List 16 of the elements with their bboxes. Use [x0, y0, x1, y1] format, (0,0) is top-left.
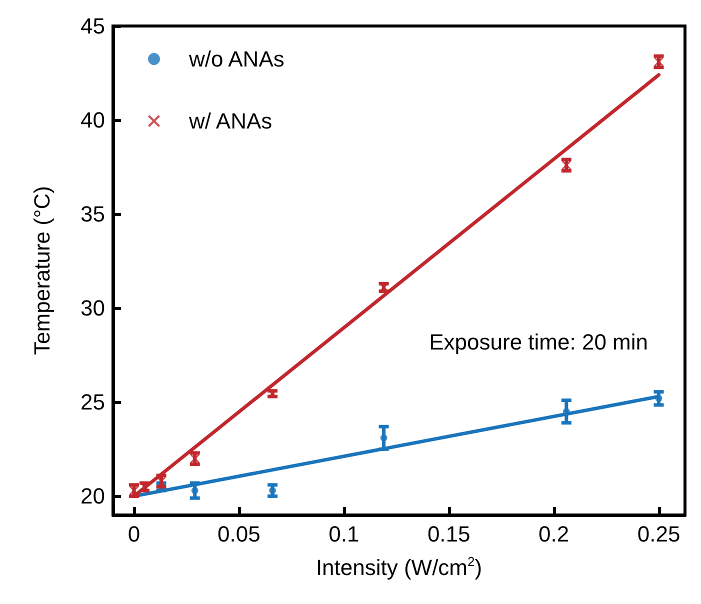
x-tick-label: 0.25 — [637, 522, 680, 546]
y-tick-label: 35 — [80, 202, 105, 227]
legend-label: w/o ANAs — [188, 46, 284, 72]
x-tick-label: 0.1 — [328, 522, 360, 546]
x-tick-label: 0.2 — [538, 522, 570, 546]
y-tick-label: 25 — [80, 390, 105, 415]
legend-label: w/ ANAs — [188, 108, 272, 134]
x-tick-label: 0.15 — [427, 522, 470, 546]
y-tick-label: 40 — [80, 108, 105, 133]
y-tick-label: 20 — [80, 484, 105, 509]
y-tick-label: 30 — [80, 296, 105, 321]
x-tick-label: 0 — [128, 522, 140, 546]
x-tick-label: 0.05 — [218, 522, 260, 546]
y-tick-label: 45 — [80, 14, 105, 38]
y-axis-title: Temperature (°C) — [30, 186, 54, 355]
annotation: Exposure time: 20 min — [429, 330, 648, 354]
